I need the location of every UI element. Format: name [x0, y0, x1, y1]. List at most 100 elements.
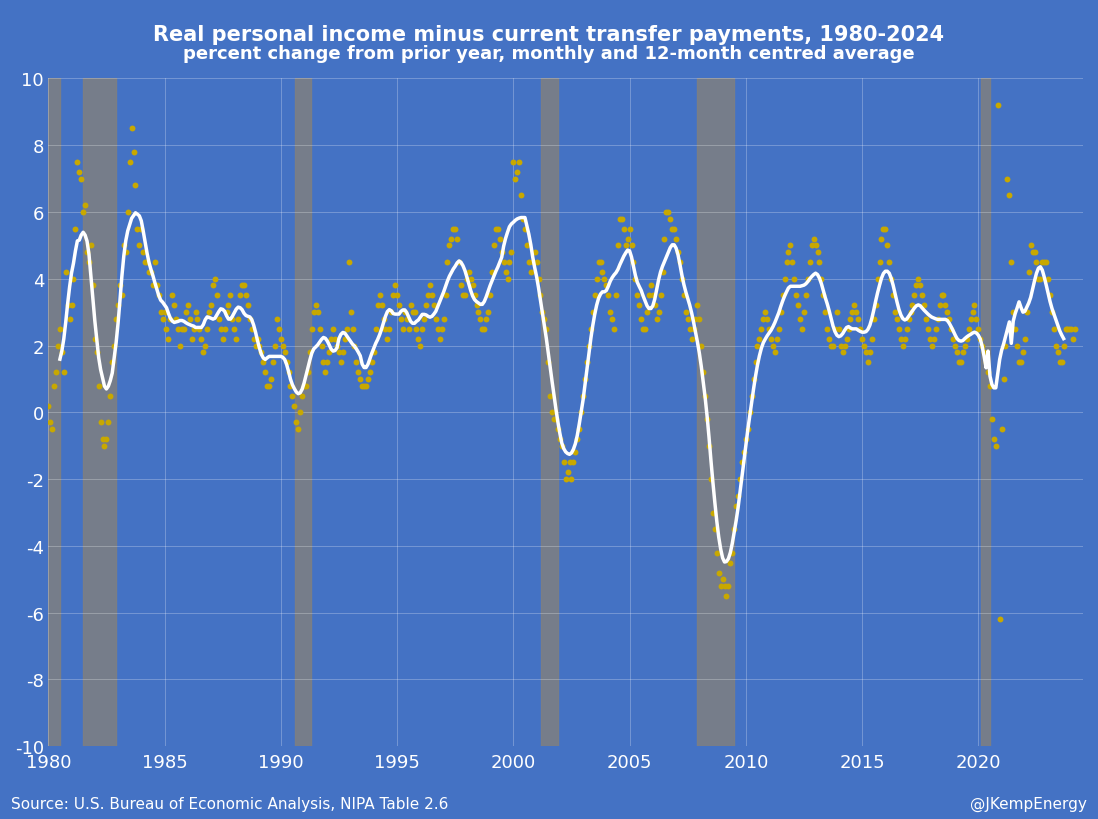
- Point: [475, 323, 493, 336]
- Point: [243, 323, 260, 336]
- Point: [646, 300, 663, 313]
- Point: [642, 279, 660, 292]
- Point: [908, 279, 926, 292]
- Point: [995, 373, 1012, 386]
- Point: [901, 306, 919, 319]
- Point: [600, 290, 617, 303]
- Point: [239, 300, 257, 313]
- Point: [268, 313, 285, 326]
- Point: [481, 290, 498, 303]
- Point: [975, 346, 993, 360]
- Point: [688, 300, 706, 313]
- Point: [447, 223, 464, 236]
- Point: [615, 223, 632, 236]
- Point: [126, 179, 144, 192]
- Point: [607, 290, 625, 303]
- Point: [423, 290, 440, 303]
- Point: [942, 323, 960, 336]
- Point: [554, 456, 572, 469]
- Point: [379, 333, 396, 346]
- Point: [609, 239, 627, 252]
- Point: [803, 239, 820, 252]
- Point: [191, 323, 209, 336]
- Point: [925, 333, 942, 346]
- Point: [529, 273, 547, 286]
- Point: [929, 313, 946, 326]
- Point: [513, 189, 530, 202]
- Point: [737, 433, 754, 446]
- Point: [410, 333, 427, 346]
- Point: [72, 173, 90, 186]
- Point: [1065, 333, 1083, 346]
- Point: [255, 356, 272, 369]
- Point: [150, 290, 168, 303]
- Point: [590, 256, 607, 269]
- Point: [539, 356, 557, 369]
- Point: [346, 340, 363, 353]
- Point: [904, 300, 921, 313]
- Point: [514, 213, 531, 226]
- Point: [101, 390, 119, 403]
- Point: [858, 346, 875, 360]
- Point: [881, 256, 898, 269]
- Point: [204, 279, 222, 292]
- Point: [1005, 306, 1022, 319]
- Point: [282, 379, 300, 392]
- Point: [242, 313, 259, 326]
- Point: [357, 379, 374, 392]
- Point: [400, 323, 417, 336]
- Point: [586, 290, 604, 303]
- Point: [164, 290, 181, 303]
- Point: [382, 306, 400, 319]
- Point: [309, 306, 326, 319]
- Point: [1026, 247, 1043, 260]
- Point: [235, 279, 253, 292]
- Point: [736, 446, 753, 459]
- Point: [291, 406, 309, 419]
- Bar: [83, 79, 115, 746]
- Point: [86, 333, 103, 346]
- Point: [303, 323, 321, 336]
- Point: [972, 333, 989, 346]
- Point: [356, 379, 373, 392]
- Point: [1053, 356, 1071, 369]
- Point: [993, 423, 1010, 436]
- Point: [564, 456, 582, 469]
- Point: [1040, 273, 1057, 286]
- Point: [324, 323, 341, 336]
- Point: [805, 233, 822, 246]
- Point: [247, 340, 265, 353]
- Point: [344, 323, 361, 336]
- Point: [836, 340, 853, 353]
- Point: [592, 256, 609, 269]
- Point: [288, 416, 305, 429]
- Point: [100, 416, 117, 429]
- Point: [681, 323, 698, 336]
- Point: [944, 333, 962, 346]
- Point: [916, 300, 933, 313]
- Point: [828, 306, 845, 319]
- Point: [493, 247, 511, 260]
- Point: [98, 433, 115, 446]
- Point: [460, 266, 478, 279]
- Point: [832, 340, 850, 353]
- Point: [351, 373, 369, 386]
- Point: [671, 256, 688, 269]
- Point: [348, 356, 366, 369]
- Point: [795, 306, 813, 319]
- Point: [638, 306, 656, 319]
- Point: [538, 323, 556, 336]
- Point: [406, 306, 424, 319]
- Point: [661, 213, 679, 226]
- Point: [483, 266, 501, 279]
- Point: [927, 323, 944, 336]
- Point: [1038, 256, 1055, 269]
- Point: [850, 313, 867, 326]
- Point: [373, 300, 391, 313]
- Point: [528, 256, 546, 269]
- Point: [747, 356, 764, 369]
- Point: [305, 306, 323, 319]
- Point: [480, 306, 497, 319]
- Point: [189, 313, 206, 326]
- Point: [225, 323, 243, 336]
